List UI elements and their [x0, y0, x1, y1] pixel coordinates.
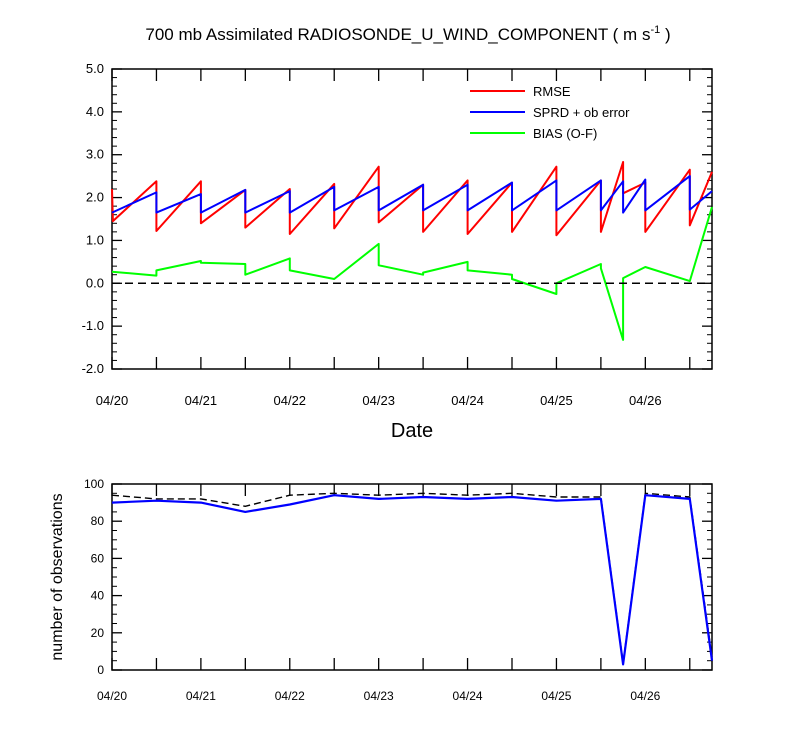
legend-label: RMSE — [533, 84, 571, 99]
bottom-y-axis-label: number of observations — [49, 493, 66, 660]
y-tick-label: 3.0 — [86, 147, 104, 162]
x-tick-label: 04/22 — [275, 689, 305, 703]
x-tick-label: 04/21 — [186, 689, 216, 703]
y-tick-label: 0 — [97, 663, 104, 677]
bottom-tick-group: 0 20 40 60 80 100 04/20 04/21 04/22 04/23 04/24 04/… — [84, 477, 712, 703]
y-tick-label: 80 — [91, 514, 105, 528]
x-tick-label: 04/23 — [364, 689, 394, 703]
legend-label: BIAS (O-F) — [533, 126, 597, 141]
top-tick-group: -2.0 -1.0 0.0 1.0 2.0 3.0 4.0 5.0 04/20 04/21 04/2… — [82, 61, 712, 408]
x-tick-label: 04/20 — [97, 689, 127, 703]
bottom-plot-frame — [111, 483, 713, 671]
x-tick-label: 04/23 — [362, 393, 395, 408]
top-series-group — [111, 161, 713, 341]
series-line-used-observations — [111, 494, 714, 666]
series-line-bias-o-f — [111, 206, 713, 341]
legend: RMSE SPRD + ob error BIAS (O-F) — [470, 84, 630, 141]
y-tick-label: -2.0 — [82, 361, 104, 376]
y-tick-label: -1.0 — [82, 318, 104, 333]
x-tick-label: 04/24 — [453, 689, 483, 703]
y-tick-label: 20 — [91, 626, 105, 640]
top-chart: 700 mb Assimilated RADIOSONDE_U_WIND_COM… — [82, 24, 713, 442]
y-tick-label: 40 — [91, 589, 105, 603]
x-tick-label: 04/21 — [185, 393, 218, 408]
x-tick-label: 04/25 — [541, 689, 571, 703]
y-tick-label: 0.0 — [86, 275, 104, 290]
y-tick-label: 5.0 — [86, 61, 104, 76]
y-tick-label: 2.0 — [86, 190, 104, 205]
x-tick-label: 04/25 — [540, 393, 573, 408]
y-tick-label: 100 — [84, 477, 104, 491]
y-tick-label: 4.0 — [86, 104, 104, 119]
x-tick-label: 04/24 — [451, 393, 484, 408]
legend-label: SPRD + ob error — [533, 105, 630, 120]
y-tick-label: 1.0 — [86, 232, 104, 247]
top-x-axis-label: Date — [391, 420, 433, 442]
x-tick-label: 04/22 — [274, 393, 307, 408]
bottom-chart: 0 20 40 60 80 100 04/20 04/21 04/22 04/23 04/24 04/… — [49, 477, 714, 703]
top-chart-title: 700 mb Assimilated RADIOSONDE_U_WIND_COM… — [145, 24, 670, 44]
x-tick-label: 04/26 — [630, 689, 660, 703]
series-line-possible-observations — [111, 492, 713, 664]
y-tick-label: 60 — [91, 551, 105, 565]
series-line-rmse — [111, 161, 713, 237]
series-line-sprd-ob-error — [111, 175, 713, 214]
bottom-series-group — [111, 492, 714, 666]
x-tick-label: 04/26 — [629, 393, 662, 408]
x-tick-label: 04/20 — [96, 393, 129, 408]
